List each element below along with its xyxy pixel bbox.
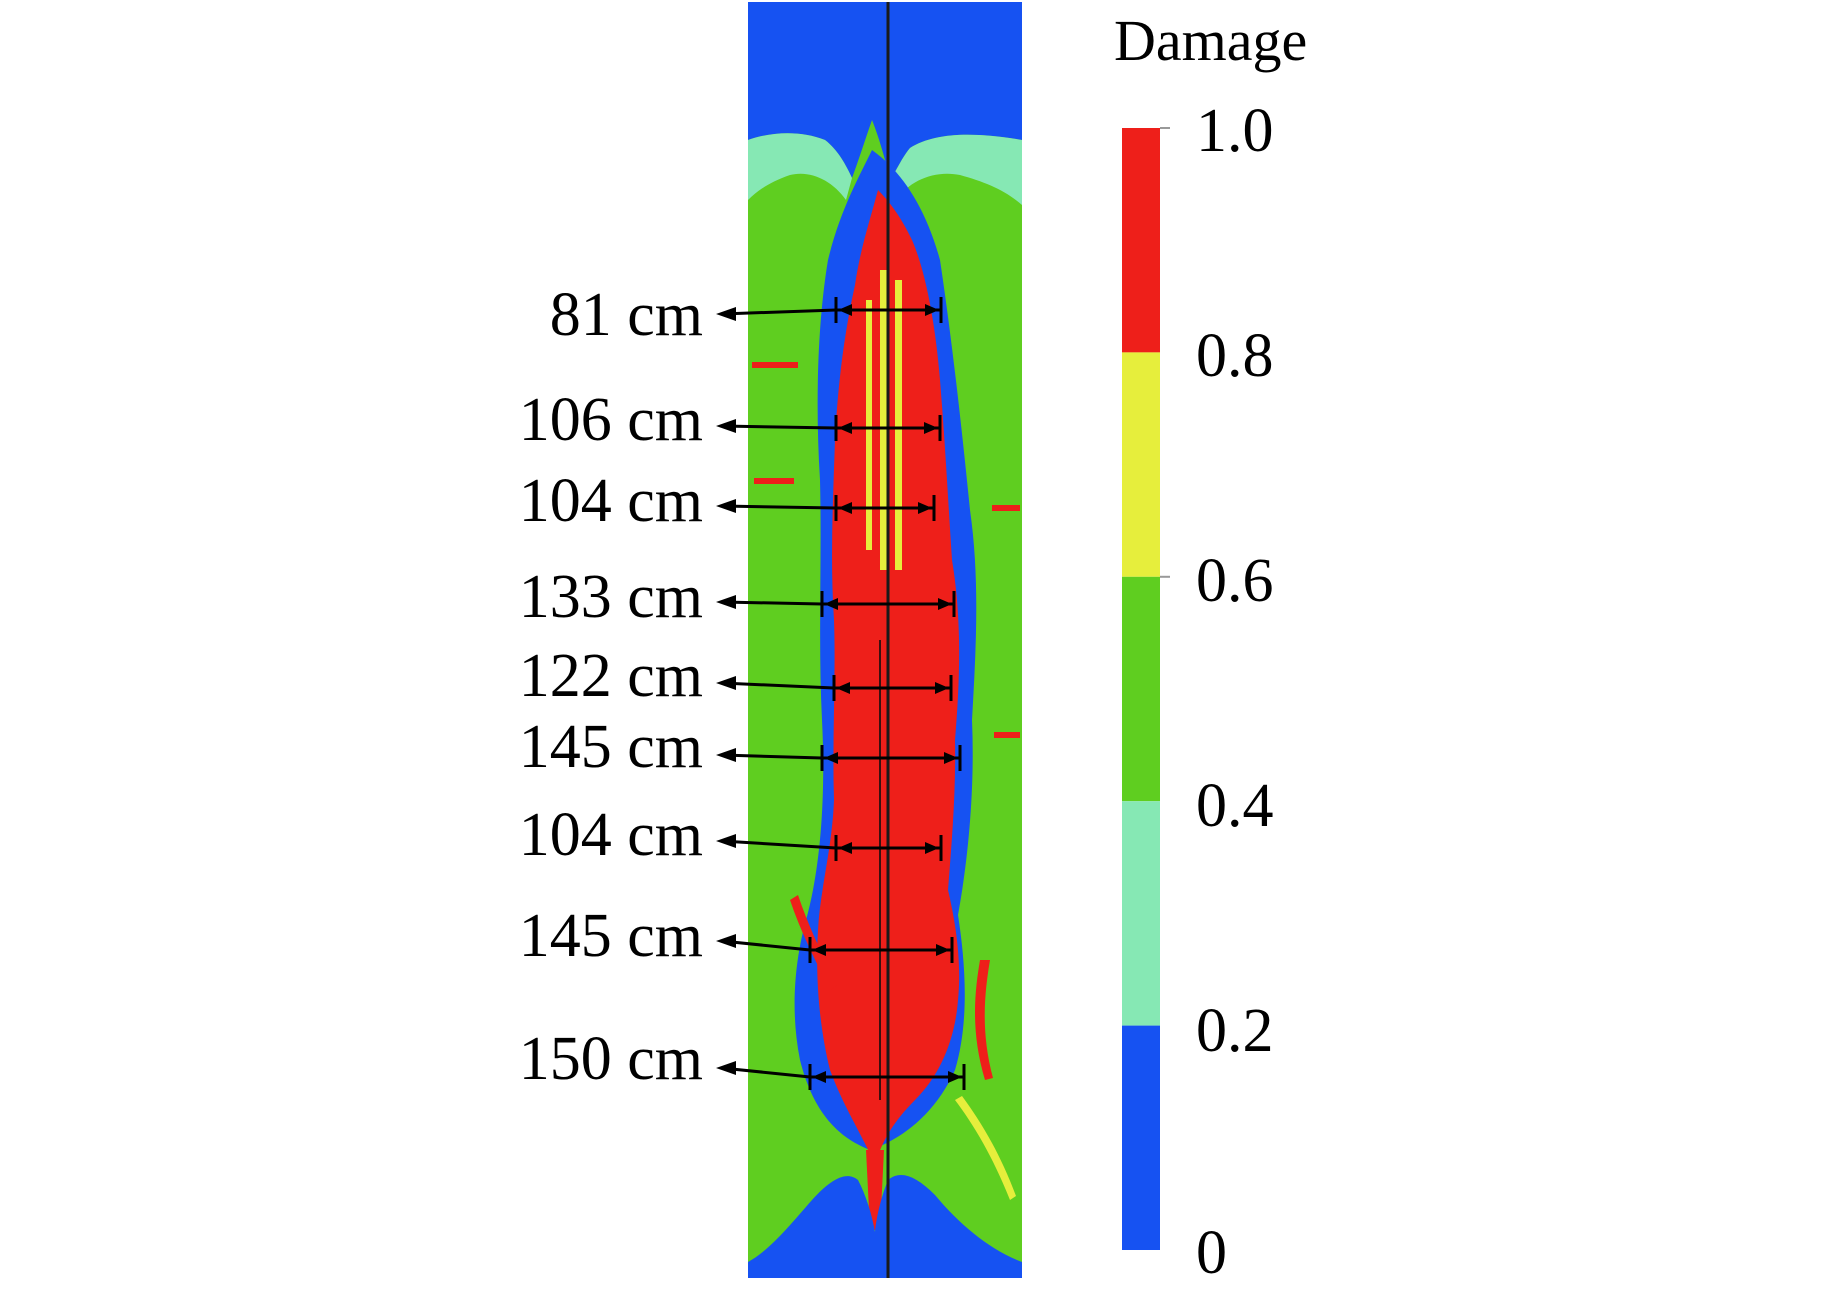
lower-right-crack bbox=[975, 960, 993, 1080]
colorbar-tick-label: 1.0 bbox=[1196, 97, 1274, 165]
measurement-1 bbox=[716, 415, 942, 441]
lower-right-yellow-crack bbox=[955, 1096, 1016, 1200]
measurement-label: 145 cm bbox=[518, 713, 703, 781]
measurement-4 bbox=[716, 675, 953, 701]
top-right-transition-zone bbox=[890, 134, 1022, 205]
top-left-transition-zone bbox=[748, 133, 852, 200]
measurement-label: 133 cm bbox=[518, 563, 703, 631]
measurement-annotations bbox=[716, 297, 966, 1090]
measurement-2 bbox=[716, 495, 936, 521]
edge-fleck-left-1 bbox=[752, 362, 798, 368]
axial-streak-1 bbox=[880, 270, 887, 570]
measurement-label: 150 cm bbox=[518, 1025, 703, 1093]
measurement-label: 81 cm bbox=[549, 281, 703, 349]
bottom-low-damage-zone bbox=[748, 1175, 1022, 1278]
edge-fleck-left-2 bbox=[754, 478, 794, 484]
colorbar-band-3 bbox=[1122, 801, 1160, 1026]
edge-fleck-right-2 bbox=[994, 732, 1020, 738]
colorbar-band-4 bbox=[1122, 1025, 1160, 1250]
lower-left-crack bbox=[790, 895, 838, 990]
colorbar-band-1 bbox=[1122, 352, 1160, 577]
measurement-8 bbox=[716, 1061, 966, 1090]
colorbar-tick-label: 0.6 bbox=[1196, 547, 1274, 615]
colorbar-tick-label: 0 bbox=[1196, 1219, 1227, 1287]
colorbar-band-2 bbox=[1122, 576, 1160, 802]
measurement-label: 145 cm bbox=[518, 902, 703, 970]
measurement-label: 104 cm bbox=[518, 801, 703, 869]
measurement-label: 106 cm bbox=[518, 386, 703, 454]
colorbar-tick-label: 0.4 bbox=[1196, 772, 1274, 840]
contour-panel bbox=[748, 2, 1022, 1278]
colorbar-band-0 bbox=[1122, 128, 1160, 353]
measurement-label: 122 cm bbox=[518, 642, 703, 710]
colorbar-title: Damage bbox=[1114, 8, 1308, 73]
colorbar bbox=[1122, 127, 1170, 1250]
edge-fleck-right-1 bbox=[992, 505, 1020, 511]
top-low-damage-zone bbox=[748, 2, 1022, 178]
measurement-5 bbox=[716, 745, 962, 771]
colorbar-tick-label: 0.2 bbox=[1196, 997, 1274, 1065]
measurement-6 bbox=[716, 834, 943, 861]
colorbar-tick-label: 0.8 bbox=[1196, 322, 1274, 390]
axial-streak-2 bbox=[895, 280, 902, 570]
measurement-3 bbox=[716, 591, 956, 617]
axial-streak-3 bbox=[866, 300, 872, 550]
measurement-label: 104 cm bbox=[518, 467, 703, 535]
measurement-0 bbox=[716, 297, 943, 323]
measurement-7 bbox=[716, 934, 954, 963]
